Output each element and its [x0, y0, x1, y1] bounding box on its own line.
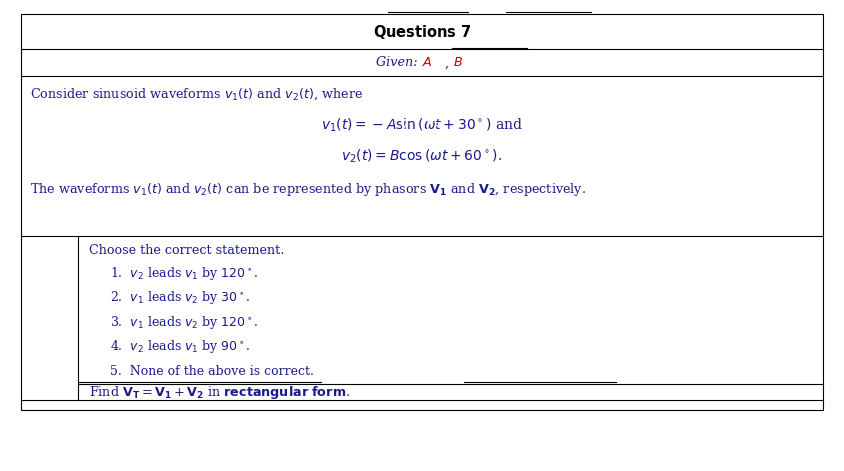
Text: Find $\mathbf{V_T} = \mathbf{V_1} + \mathbf{V_2}$ in $\mathbf{rectangular\ form}: Find $\mathbf{V_T} = \mathbf{V_1} + \mat… [89, 383, 349, 401]
Text: 5.  None of the above is correct.: 5. None of the above is correct. [110, 365, 314, 378]
Text: ,: , [445, 57, 449, 69]
Text: $\mathit{B}$: $\mathit{B}$ [453, 57, 463, 69]
Text: $\mathit{A}$: $\mathit{A}$ [422, 57, 432, 69]
Text: The waveforms $v_1(t)$ and $v_2(t)$ can be represented by phasors $\mathbf{V_1}$: The waveforms $v_1(t)$ and $v_2(t)$ can … [30, 181, 586, 198]
Text: $\mathbf{Questions\ 7}$: $\mathbf{Questions\ 7}$ [373, 23, 471, 41]
Text: 4.  $v_2$ leads $v_1$ by $90^\circ$.: 4. $v_2$ leads $v_1$ by $90^\circ$. [110, 338, 251, 355]
Text: 1.  $v_2$ leads $v_1$ by $120^\circ$.: 1. $v_2$ leads $v_1$ by $120^\circ$. [110, 265, 258, 282]
Text: 3.  $v_1$ leads $v_2$ by $120^\circ$.: 3. $v_1$ leads $v_2$ by $120^\circ$. [110, 314, 258, 331]
Text: 2.  $v_1$ leads $v_2$ by $30^\circ$.: 2. $v_1$ leads $v_2$ by $30^\circ$. [110, 289, 251, 306]
Bar [21, 14, 823, 410]
Text: Given:: Given: [376, 57, 422, 69]
Text: $v_1(t) = -A\sin\left(\omega t + 30^\circ\right)$ and: $v_1(t) = -A\sin\left(\omega t + 30^\cir… [321, 116, 523, 133]
Text: $v_1(t) = $: $v_1(t) = $ [399, 116, 445, 133]
Text: Choose the correct statement.: Choose the correct statement. [89, 244, 284, 257]
Text: Consider sinusoid waveforms $v_1(t)$ and $v_2(t)$, where: Consider sinusoid waveforms $v_1(t)$ and… [30, 87, 363, 102]
Text: $v_2(t) = B\cos\left(\omega t + 60^\circ\right).$: $v_2(t) = B\cos\left(\omega t + 60^\circ… [342, 148, 502, 165]
